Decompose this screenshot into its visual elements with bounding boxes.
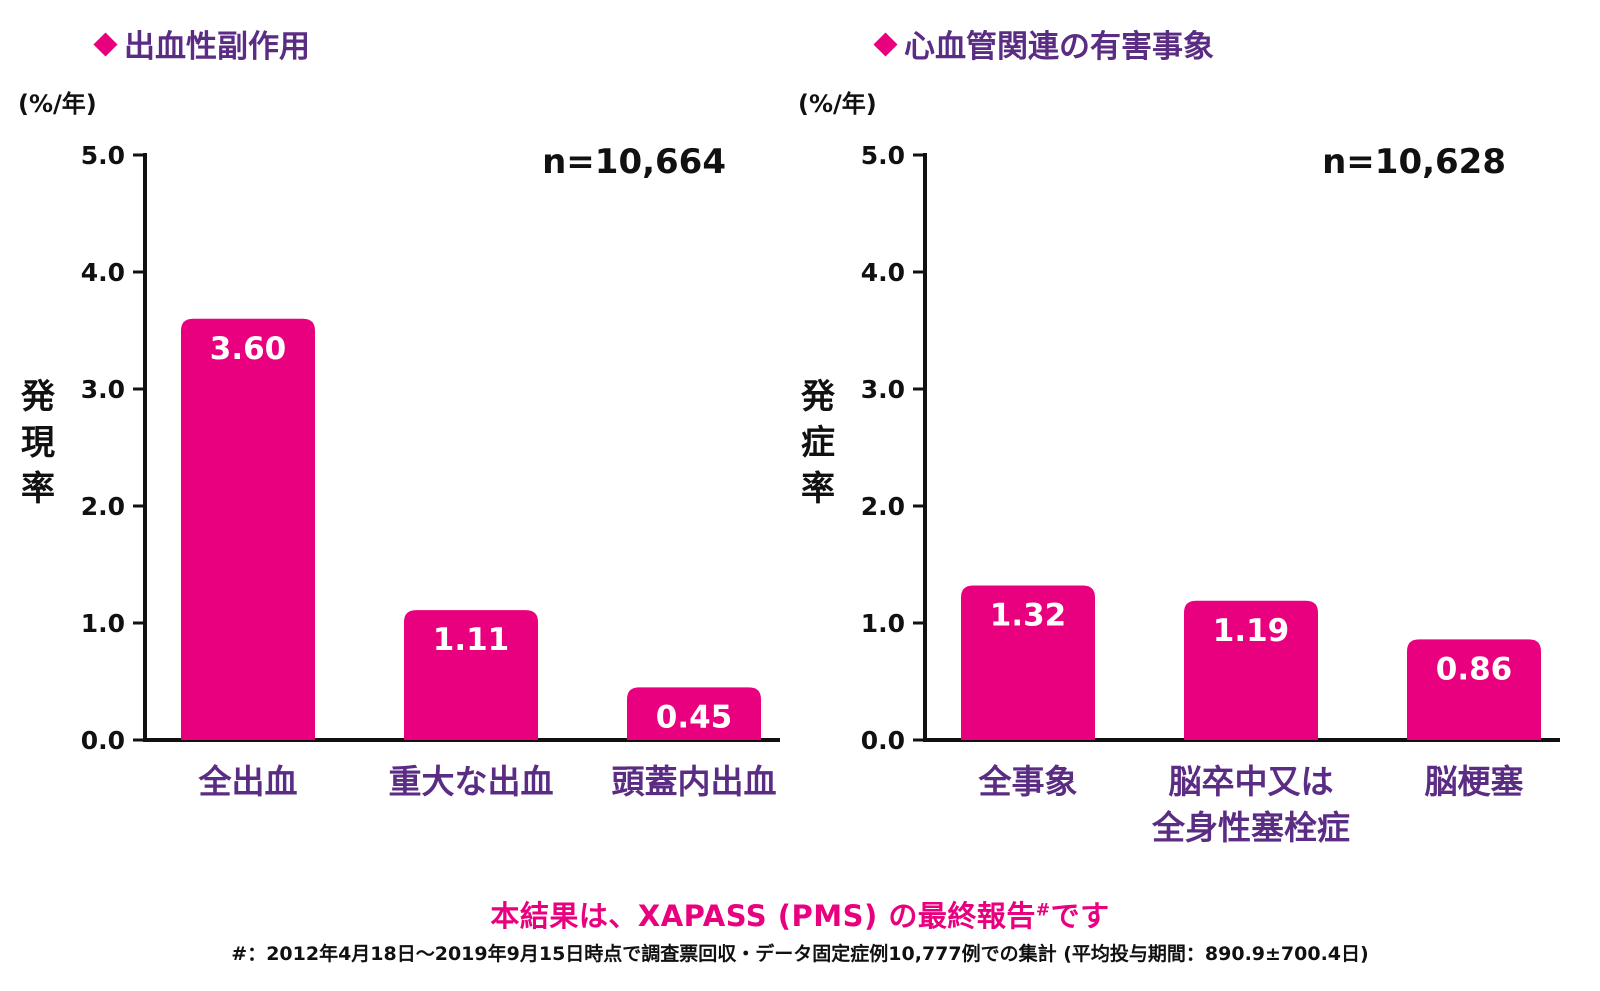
y-axis-label-char: 率 bbox=[801, 469, 835, 509]
diamond-icon bbox=[873, 32, 898, 57]
y-tick-label: 1.0 bbox=[861, 609, 905, 638]
n-label: n=10,628 bbox=[1322, 142, 1506, 182]
y-tick-label: 0.0 bbox=[81, 726, 125, 755]
footer-summary-text: 本結果は、XAPASS (PMS) の最終報告 bbox=[490, 899, 1036, 933]
x-category-label: 頭蓋内出血 bbox=[612, 762, 777, 801]
footer-summary: 本結果は、XAPASS (PMS) の最終報告#です bbox=[0, 893, 1600, 935]
diamond-icon bbox=[93, 32, 118, 57]
bar bbox=[627, 687, 761, 740]
y-tick-label: 2.0 bbox=[861, 492, 905, 521]
chart-title: 心血管関連の有害事象 bbox=[904, 29, 1214, 65]
y-axis-label-char: 現 bbox=[21, 423, 55, 463]
bar-value-label: 3.60 bbox=[210, 331, 287, 367]
x-category-label: 脳卒中又は bbox=[1169, 762, 1334, 801]
chart-title: 出血性副作用 bbox=[124, 29, 310, 65]
y-tick-label: 5.0 bbox=[861, 141, 905, 170]
x-category-label: 脳梗塞 bbox=[1425, 762, 1524, 801]
chart-bleeding: 出血性副作用 (%/年) 発現率 n=10,664 5.0 4.0 3.0 2.0 1.0 0.0… bbox=[18, 29, 780, 801]
y-tick-label: 2.0 bbox=[81, 492, 125, 521]
bar bbox=[961, 585, 1095, 740]
y-axis-label-char: 発 bbox=[801, 377, 836, 417]
chart-cardiovascular: 心血管関連の有害事象 (%/年) 発症率 n=10,628 5.0 4.0 3.0 2.0 1.… bbox=[798, 29, 1560, 847]
y-tick-label: 1.0 bbox=[81, 609, 125, 638]
y-tick-label: 0.0 bbox=[861, 726, 905, 755]
y-axis-label-char: 症 bbox=[801, 423, 835, 463]
y-axis-label-char: 発 bbox=[21, 377, 56, 417]
x-category-label: 重大な出血 bbox=[389, 762, 554, 801]
y-tick-label: 4.0 bbox=[81, 258, 125, 287]
y-unit-label: (%/年) bbox=[18, 90, 97, 118]
y-axis-label-char: 率 bbox=[21, 469, 55, 509]
bar bbox=[1407, 639, 1541, 740]
bar-value-label: 0.86 bbox=[1436, 651, 1513, 687]
bar bbox=[181, 318, 315, 740]
y-tick-label: 5.0 bbox=[81, 141, 125, 170]
y-unit-label: (%/年) bbox=[798, 90, 877, 118]
bar bbox=[404, 610, 538, 740]
bar-value-label: 1.19 bbox=[1213, 613, 1290, 649]
footer-note: #：2012年4月18日～2019年9月15日時点で調査票回収・データ固定症例1… bbox=[231, 943, 1369, 965]
footer-summary-mark: # bbox=[1035, 900, 1051, 921]
y-tick-label: 3.0 bbox=[81, 375, 125, 404]
bar bbox=[1184, 600, 1318, 740]
y-tick-label: 4.0 bbox=[861, 258, 905, 287]
x-category-label: 全出血 bbox=[198, 762, 298, 801]
n-label: n=10,664 bbox=[542, 142, 726, 182]
x-category-label: 全事象 bbox=[978, 762, 1078, 801]
x-category-label: 全身性塞栓症 bbox=[1151, 808, 1350, 847]
bar-value-label: 0.45 bbox=[656, 699, 733, 735]
bar-value-label: 1.32 bbox=[990, 598, 1067, 634]
footer-summary-suffix: です bbox=[1050, 899, 1110, 933]
y-tick-label: 3.0 bbox=[861, 375, 905, 404]
bar-value-label: 1.11 bbox=[433, 622, 510, 658]
